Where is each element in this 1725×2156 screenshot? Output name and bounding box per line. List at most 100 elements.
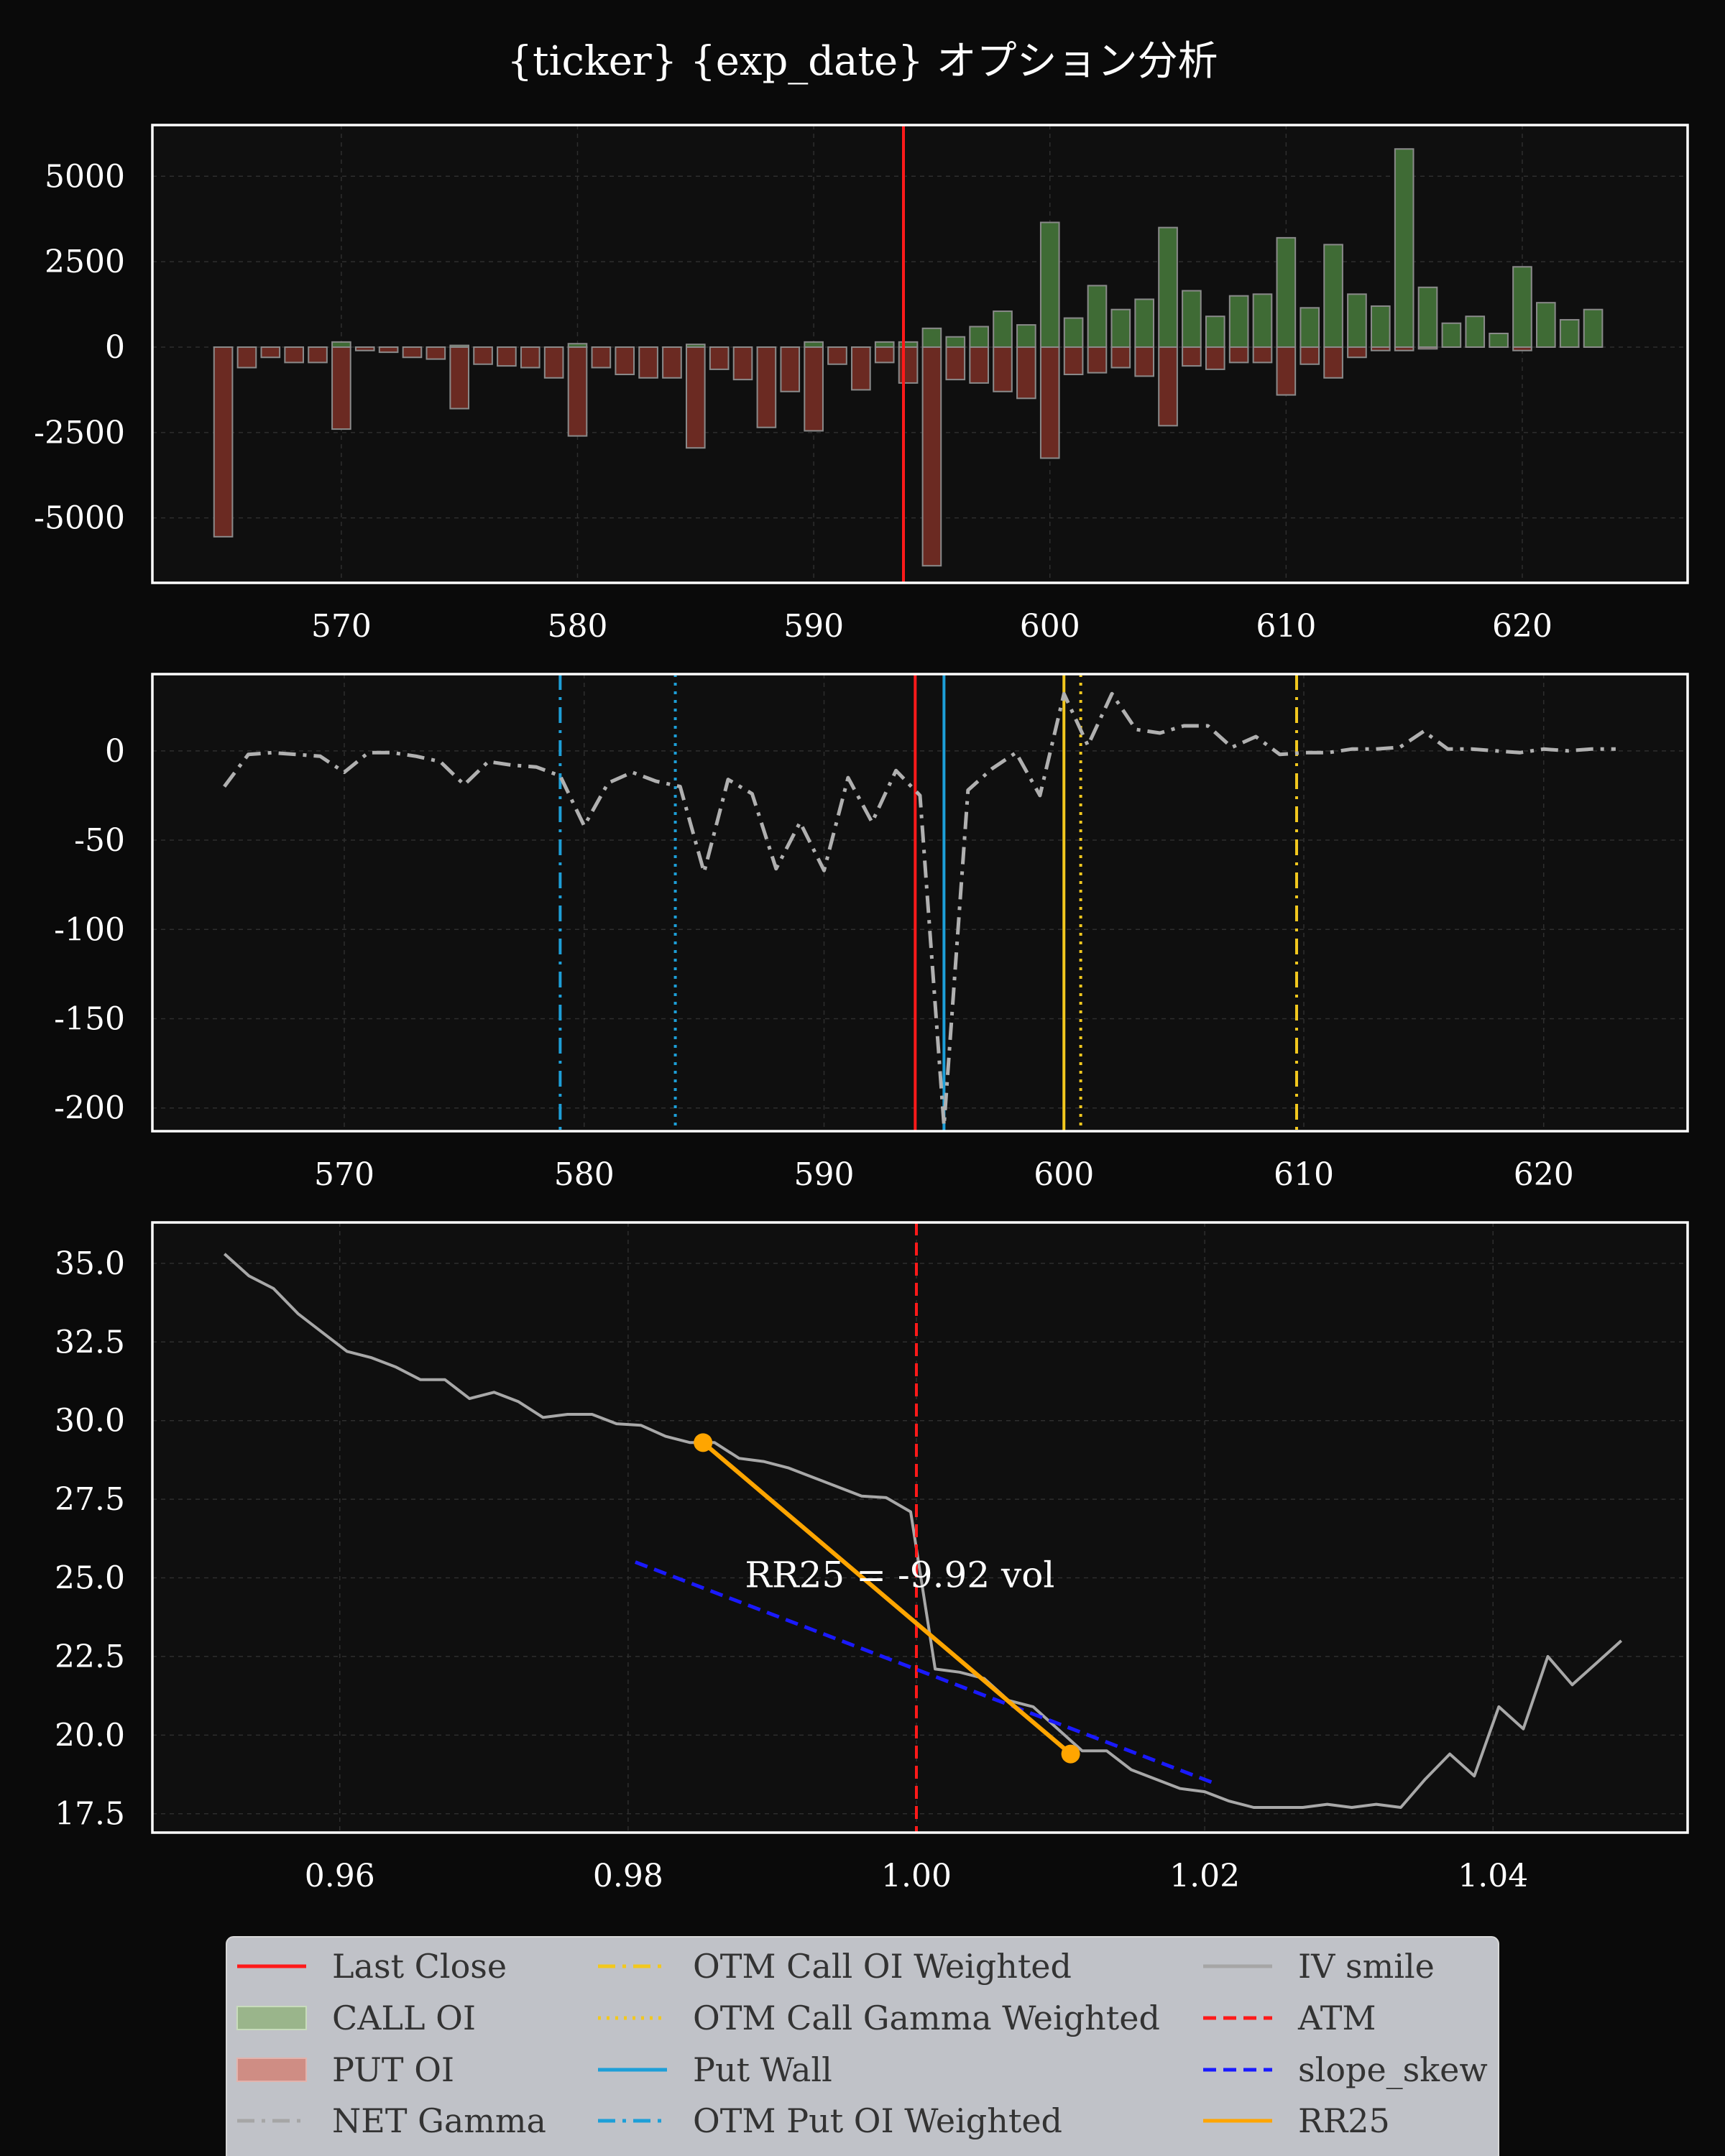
put-oi-bar bbox=[1182, 346, 1202, 367]
oi-bar-panel: 570 580 590 600 610 620 5000 2500 0 -2500 -5000 bbox=[34, 124, 1689, 645]
call-oi-bar bbox=[898, 341, 919, 348]
plot-area bbox=[152, 674, 1688, 1131]
put-oi-bar bbox=[543, 346, 564, 379]
put-oi-bar bbox=[1134, 346, 1155, 377]
y-tick-label: 27.5 bbox=[55, 1481, 125, 1518]
legend-label: Put Wall bbox=[693, 2050, 832, 2089]
put-oi-bar bbox=[1205, 346, 1225, 370]
x-tick-label: 610 bbox=[1274, 1156, 1334, 1193]
y-tick-label: 0 bbox=[105, 329, 125, 366]
call-oi-bar bbox=[1205, 315, 1225, 348]
rr25-line bbox=[702, 1441, 1072, 1756]
legend-label: CALL OI bbox=[332, 1999, 476, 2037]
put-oi-bar bbox=[567, 346, 588, 437]
legend-label: OTM Put OI Weighted bbox=[693, 2101, 1062, 2140]
x-tick-label: 600 bbox=[1020, 608, 1080, 645]
iv-smile-panel: 0.96 0.98 1.00 1.02 1.04 35.0 32.5 30.0 27.5 25.0… bbox=[55, 1221, 1689, 1894]
y-tick-label: -2500 bbox=[34, 415, 125, 451]
y-tick-label: -5000 bbox=[34, 500, 125, 537]
call-oi-bar bbox=[1370, 305, 1391, 348]
put-oi-bar bbox=[426, 346, 446, 360]
y-tick-label: 17.5 bbox=[55, 1796, 125, 1833]
rr25-point bbox=[1061, 1744, 1080, 1764]
put-oi-bar bbox=[354, 346, 375, 351]
y-tick-label: -150 bbox=[54, 1000, 125, 1037]
y-tick-label: 5000 bbox=[45, 158, 125, 195]
legend-label: Last Close bbox=[332, 1947, 507, 1986]
x-tick-label: 570 bbox=[314, 1156, 374, 1193]
put-oi-bar bbox=[921, 346, 942, 567]
call-oi-bar bbox=[1039, 221, 1060, 348]
call-oi-bar bbox=[1110, 308, 1131, 348]
put-oi-bar bbox=[1512, 346, 1532, 351]
put-oi-bar bbox=[1323, 346, 1343, 379]
call-oi-bar bbox=[993, 310, 1013, 348]
legend-label: IV smile bbox=[1298, 1947, 1435, 1986]
put-oi-bar bbox=[638, 346, 658, 379]
put-oi-bar bbox=[1110, 346, 1131, 369]
call-oi-bar bbox=[1583, 308, 1604, 348]
put-oi-bar bbox=[662, 346, 682, 379]
call-oi-bar bbox=[1417, 286, 1438, 348]
x-tick-label: 0.96 bbox=[305, 1858, 375, 1894]
legend-label: NET Gamma bbox=[332, 2101, 546, 2140]
put-oi-bar bbox=[898, 346, 919, 384]
put-oi-bar bbox=[260, 346, 281, 359]
rr25-annotation: RR25 = -9.92 vol bbox=[745, 1554, 1054, 1596]
put-oi-bar bbox=[473, 346, 493, 365]
call-oi-bar bbox=[1228, 295, 1249, 348]
rr25-point bbox=[694, 1433, 713, 1452]
net-gamma-line bbox=[223, 691, 1616, 1128]
put-oi-bar bbox=[709, 346, 730, 370]
y-tick-label: -50 bbox=[74, 822, 125, 859]
x-tick-label: 0.98 bbox=[593, 1858, 663, 1894]
x-tick-label: 570 bbox=[311, 608, 372, 645]
call-oi-bar bbox=[1016, 324, 1036, 348]
x-tick-label: 610 bbox=[1256, 608, 1316, 645]
put-oi-bar bbox=[804, 346, 824, 432]
call-oi-bar bbox=[1276, 236, 1297, 348]
legend-swatch bbox=[236, 2006, 307, 2030]
plot-border bbox=[151, 1221, 1689, 1834]
y-tick-label: 20.0 bbox=[55, 1717, 125, 1754]
call-oi-bar bbox=[1063, 317, 1084, 348]
put-oi-bar bbox=[1228, 346, 1249, 364]
call-oi-bar bbox=[1559, 318, 1580, 348]
put-oi-bar bbox=[1158, 346, 1178, 427]
legend-label: RR25 bbox=[1298, 2101, 1390, 2140]
put-oi-bar bbox=[449, 346, 470, 410]
put-oi-bar bbox=[685, 346, 706, 449]
put-oi-bar bbox=[1039, 346, 1060, 459]
put-oi-bar bbox=[236, 346, 257, 369]
legend-label: PUT OI bbox=[332, 2050, 454, 2089]
put-oi-bar bbox=[851, 346, 871, 391]
y-tick-label: 2500 bbox=[45, 244, 125, 280]
call-oi-bar bbox=[1087, 285, 1108, 348]
put-oi-bar bbox=[1417, 346, 1438, 350]
y-tick-label: -100 bbox=[54, 911, 125, 948]
put-oi-bar bbox=[378, 346, 399, 354]
y-tick-label: -200 bbox=[54, 1090, 125, 1127]
legend-label: ATM bbox=[1297, 1999, 1376, 2037]
x-tick-label: 600 bbox=[1034, 1156, 1094, 1193]
call-oi-bar bbox=[1347, 293, 1367, 348]
call-oi-bar bbox=[921, 327, 942, 348]
slope-skew-line bbox=[635, 1560, 1213, 1784]
put-oi-bar bbox=[874, 346, 895, 364]
net-gamma-panel: 570 580 590 600 610 620 0 -50 -100 -150 -200 bbox=[54, 673, 1689, 1193]
call-oi-bar bbox=[969, 326, 989, 348]
y-tick-label: 32.5 bbox=[55, 1324, 125, 1360]
put-oi-bar bbox=[520, 346, 540, 369]
x-tick-label: 620 bbox=[1514, 1156, 1574, 1193]
put-oi-bar bbox=[1087, 346, 1108, 374]
put-oi-bar bbox=[402, 346, 423, 359]
put-oi-bar bbox=[969, 346, 989, 384]
put-oi-bar bbox=[284, 346, 304, 364]
legend-label: OTM Call OI Weighted bbox=[693, 1947, 1072, 1986]
call-oi-bar bbox=[1394, 148, 1414, 348]
x-tick-label: 580 bbox=[554, 1156, 615, 1193]
put-oi-bar bbox=[827, 346, 847, 365]
plot-border bbox=[151, 673, 1689, 1133]
put-oi-bar bbox=[1347, 346, 1367, 359]
put-oi-bar bbox=[1063, 346, 1084, 376]
